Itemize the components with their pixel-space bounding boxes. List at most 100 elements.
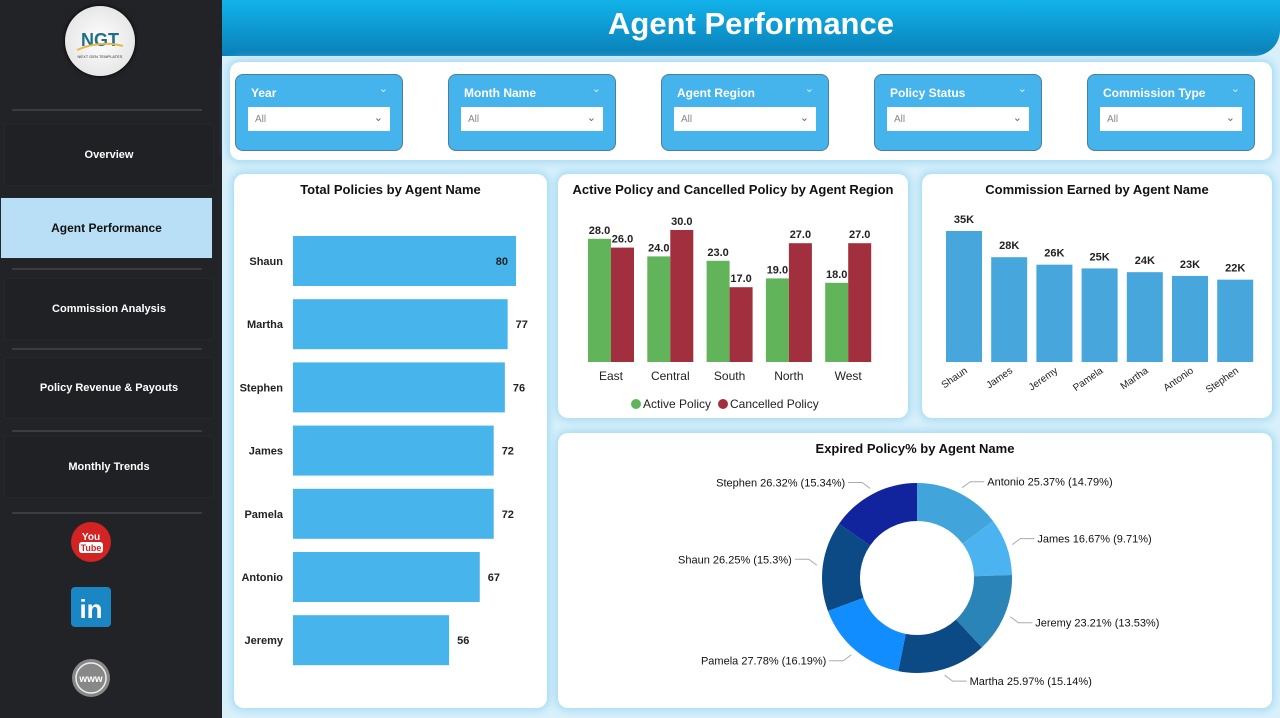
donut-slice-stephen[interactable] bbox=[838, 483, 917, 546]
bar-cancelled-policy[interactable] bbox=[670, 230, 694, 362]
page-title: Agent Performance bbox=[222, 0, 1280, 56]
category-label: Pamela bbox=[1071, 365, 1105, 394]
slice-label: Pamela 27.78% (16.19%) bbox=[701, 656, 826, 668]
donut-slice-antonio[interactable] bbox=[917, 483, 994, 544]
filter-dropdown[interactable]: All ⌄ bbox=[461, 107, 603, 131]
bar-active-policy[interactable] bbox=[765, 278, 789, 362]
leader-line bbox=[1012, 538, 1035, 546]
chevron-down-icon[interactable]: ⌄ bbox=[804, 83, 814, 95]
website-icon[interactable]: www bbox=[71, 658, 111, 698]
data-label: 56 bbox=[457, 635, 469, 647]
category-label: James bbox=[984, 365, 1014, 391]
data-label: 17.0 bbox=[730, 273, 751, 285]
bar-cancelled-policy[interactable] bbox=[848, 243, 872, 362]
category-label: West bbox=[835, 369, 863, 383]
bar[interactable] bbox=[293, 425, 494, 476]
donut-slice-pamela[interactable] bbox=[827, 597, 906, 672]
filter-month-name[interactable]: Month Name ⌄ All ⌄ bbox=[448, 74, 616, 151]
nav-agent-performance[interactable]: Agent Performance bbox=[0, 197, 213, 259]
donut-slice-martha[interactable] bbox=[898, 619, 982, 673]
data-label: 24.0 bbox=[648, 242, 669, 254]
leader-line bbox=[848, 482, 871, 489]
category-label: Shaun bbox=[249, 256, 283, 268]
bar[interactable] bbox=[1172, 275, 1208, 362]
bar-active-policy[interactable] bbox=[647, 256, 671, 362]
nav-commission-analysis[interactable]: Commission Analysis bbox=[4, 278, 214, 340]
bar[interactable] bbox=[946, 231, 982, 362]
chart-title: Total Policies by Agent Name bbox=[300, 182, 481, 197]
leader-line bbox=[961, 481, 985, 489]
bar[interactable] bbox=[293, 236, 516, 286]
bar[interactable] bbox=[293, 488, 494, 539]
filter-policy-status[interactable]: Policy Status ⌄ All ⌄ bbox=[874, 74, 1042, 151]
category-label: Central bbox=[651, 369, 690, 383]
data-label: 23.0 bbox=[707, 247, 728, 259]
nav-monthly-trends[interactable]: Monthly Trends bbox=[4, 436, 214, 498]
slice-label: James 16.67% (9.71%) bbox=[1037, 534, 1151, 546]
bar[interactable] bbox=[1217, 279, 1254, 362]
data-label: 27.0 bbox=[849, 229, 870, 241]
chevron-down-icon[interactable]: ⌄ bbox=[1017, 83, 1027, 95]
bar[interactable] bbox=[1036, 264, 1073, 362]
bar-cancelled-policy[interactable] bbox=[611, 247, 634, 362]
nav-overview[interactable]: Overview bbox=[4, 124, 214, 186]
bar[interactable] bbox=[293, 299, 508, 350]
bar[interactable] bbox=[991, 257, 1028, 362]
data-label: 72 bbox=[502, 446, 514, 458]
chevron-down-icon[interactable]: ⌄ bbox=[1230, 83, 1240, 95]
donut-slice-shaun[interactable] bbox=[821, 523, 871, 611]
leader-line bbox=[944, 674, 967, 682]
chevron-down-icon[interactable]: ⌄ bbox=[591, 83, 601, 95]
divider bbox=[12, 512, 202, 514]
svg-text:Tube: Tube bbox=[81, 543, 102, 553]
category-label: Shaun bbox=[940, 365, 970, 391]
legend-marker bbox=[718, 399, 728, 409]
divider bbox=[12, 109, 202, 111]
donut-slice-james[interactable] bbox=[962, 521, 1012, 577]
bar-cancelled-policy[interactable] bbox=[729, 287, 753, 362]
filter-dropdown[interactable]: All ⌄ bbox=[887, 107, 1029, 131]
chevron-down-icon[interactable]: ⌄ bbox=[378, 83, 388, 95]
nav-policy-revenue-payouts[interactable]: Policy Revenue & Payouts bbox=[4, 357, 214, 419]
slice-label: Stephen 26.32% (15.34%) bbox=[716, 478, 845, 490]
bar-cancelled-policy[interactable] bbox=[788, 243, 812, 362]
filter-dropdown[interactable]: All ⌄ bbox=[674, 107, 816, 131]
bar-active-policy[interactable] bbox=[825, 282, 849, 362]
filter-value: All bbox=[894, 114, 906, 125]
category-label: James bbox=[249, 446, 283, 458]
filter-commission-type[interactable]: Commission Type ⌄ All ⌄ bbox=[1087, 74, 1255, 151]
filter-year[interactable]: Year ⌄ All ⌄ bbox=[235, 74, 403, 151]
data-label: 28K bbox=[999, 240, 1019, 252]
linkedin-icon[interactable]: in bbox=[71, 587, 111, 627]
data-label: 28.0 bbox=[589, 225, 610, 237]
data-label: 19.0 bbox=[767, 264, 788, 276]
donut-slice-jeremy[interactable] bbox=[955, 575, 1012, 648]
category-label: East bbox=[599, 369, 624, 383]
data-label: 25K bbox=[1090, 251, 1110, 263]
chart-title: Expired Policy% by Agent Name bbox=[815, 441, 1015, 456]
bar[interactable] bbox=[1081, 268, 1118, 362]
category-label: Martha bbox=[247, 319, 284, 331]
filter-agent-region[interactable]: Agent Region ⌄ All ⌄ bbox=[661, 74, 829, 151]
category-label: South bbox=[714, 369, 745, 383]
bar[interactable] bbox=[293, 552, 480, 602]
filter-label: Commission Type bbox=[1103, 86, 1206, 100]
data-label: 72 bbox=[502, 509, 514, 521]
divider bbox=[12, 268, 202, 270]
bar[interactable] bbox=[1126, 272, 1163, 362]
bar-active-policy[interactable] bbox=[706, 260, 730, 362]
data-label: 35K bbox=[954, 214, 974, 226]
data-label: 26.0 bbox=[612, 234, 633, 246]
ngt-logo: NGT NEXT GEN TEMPLATES bbox=[65, 6, 135, 76]
bar[interactable] bbox=[293, 615, 450, 666]
divider bbox=[12, 430, 202, 432]
filter-dropdown[interactable]: All ⌄ bbox=[1100, 107, 1242, 131]
data-label: 26K bbox=[1044, 248, 1064, 260]
slice-label: Shaun 26.25% (15.3%) bbox=[678, 554, 792, 566]
bar-active-policy[interactable] bbox=[588, 238, 611, 362]
chevron-down-icon: ⌄ bbox=[1225, 112, 1235, 124]
bar[interactable] bbox=[293, 362, 505, 413]
filter-dropdown[interactable]: All ⌄ bbox=[248, 107, 390, 131]
